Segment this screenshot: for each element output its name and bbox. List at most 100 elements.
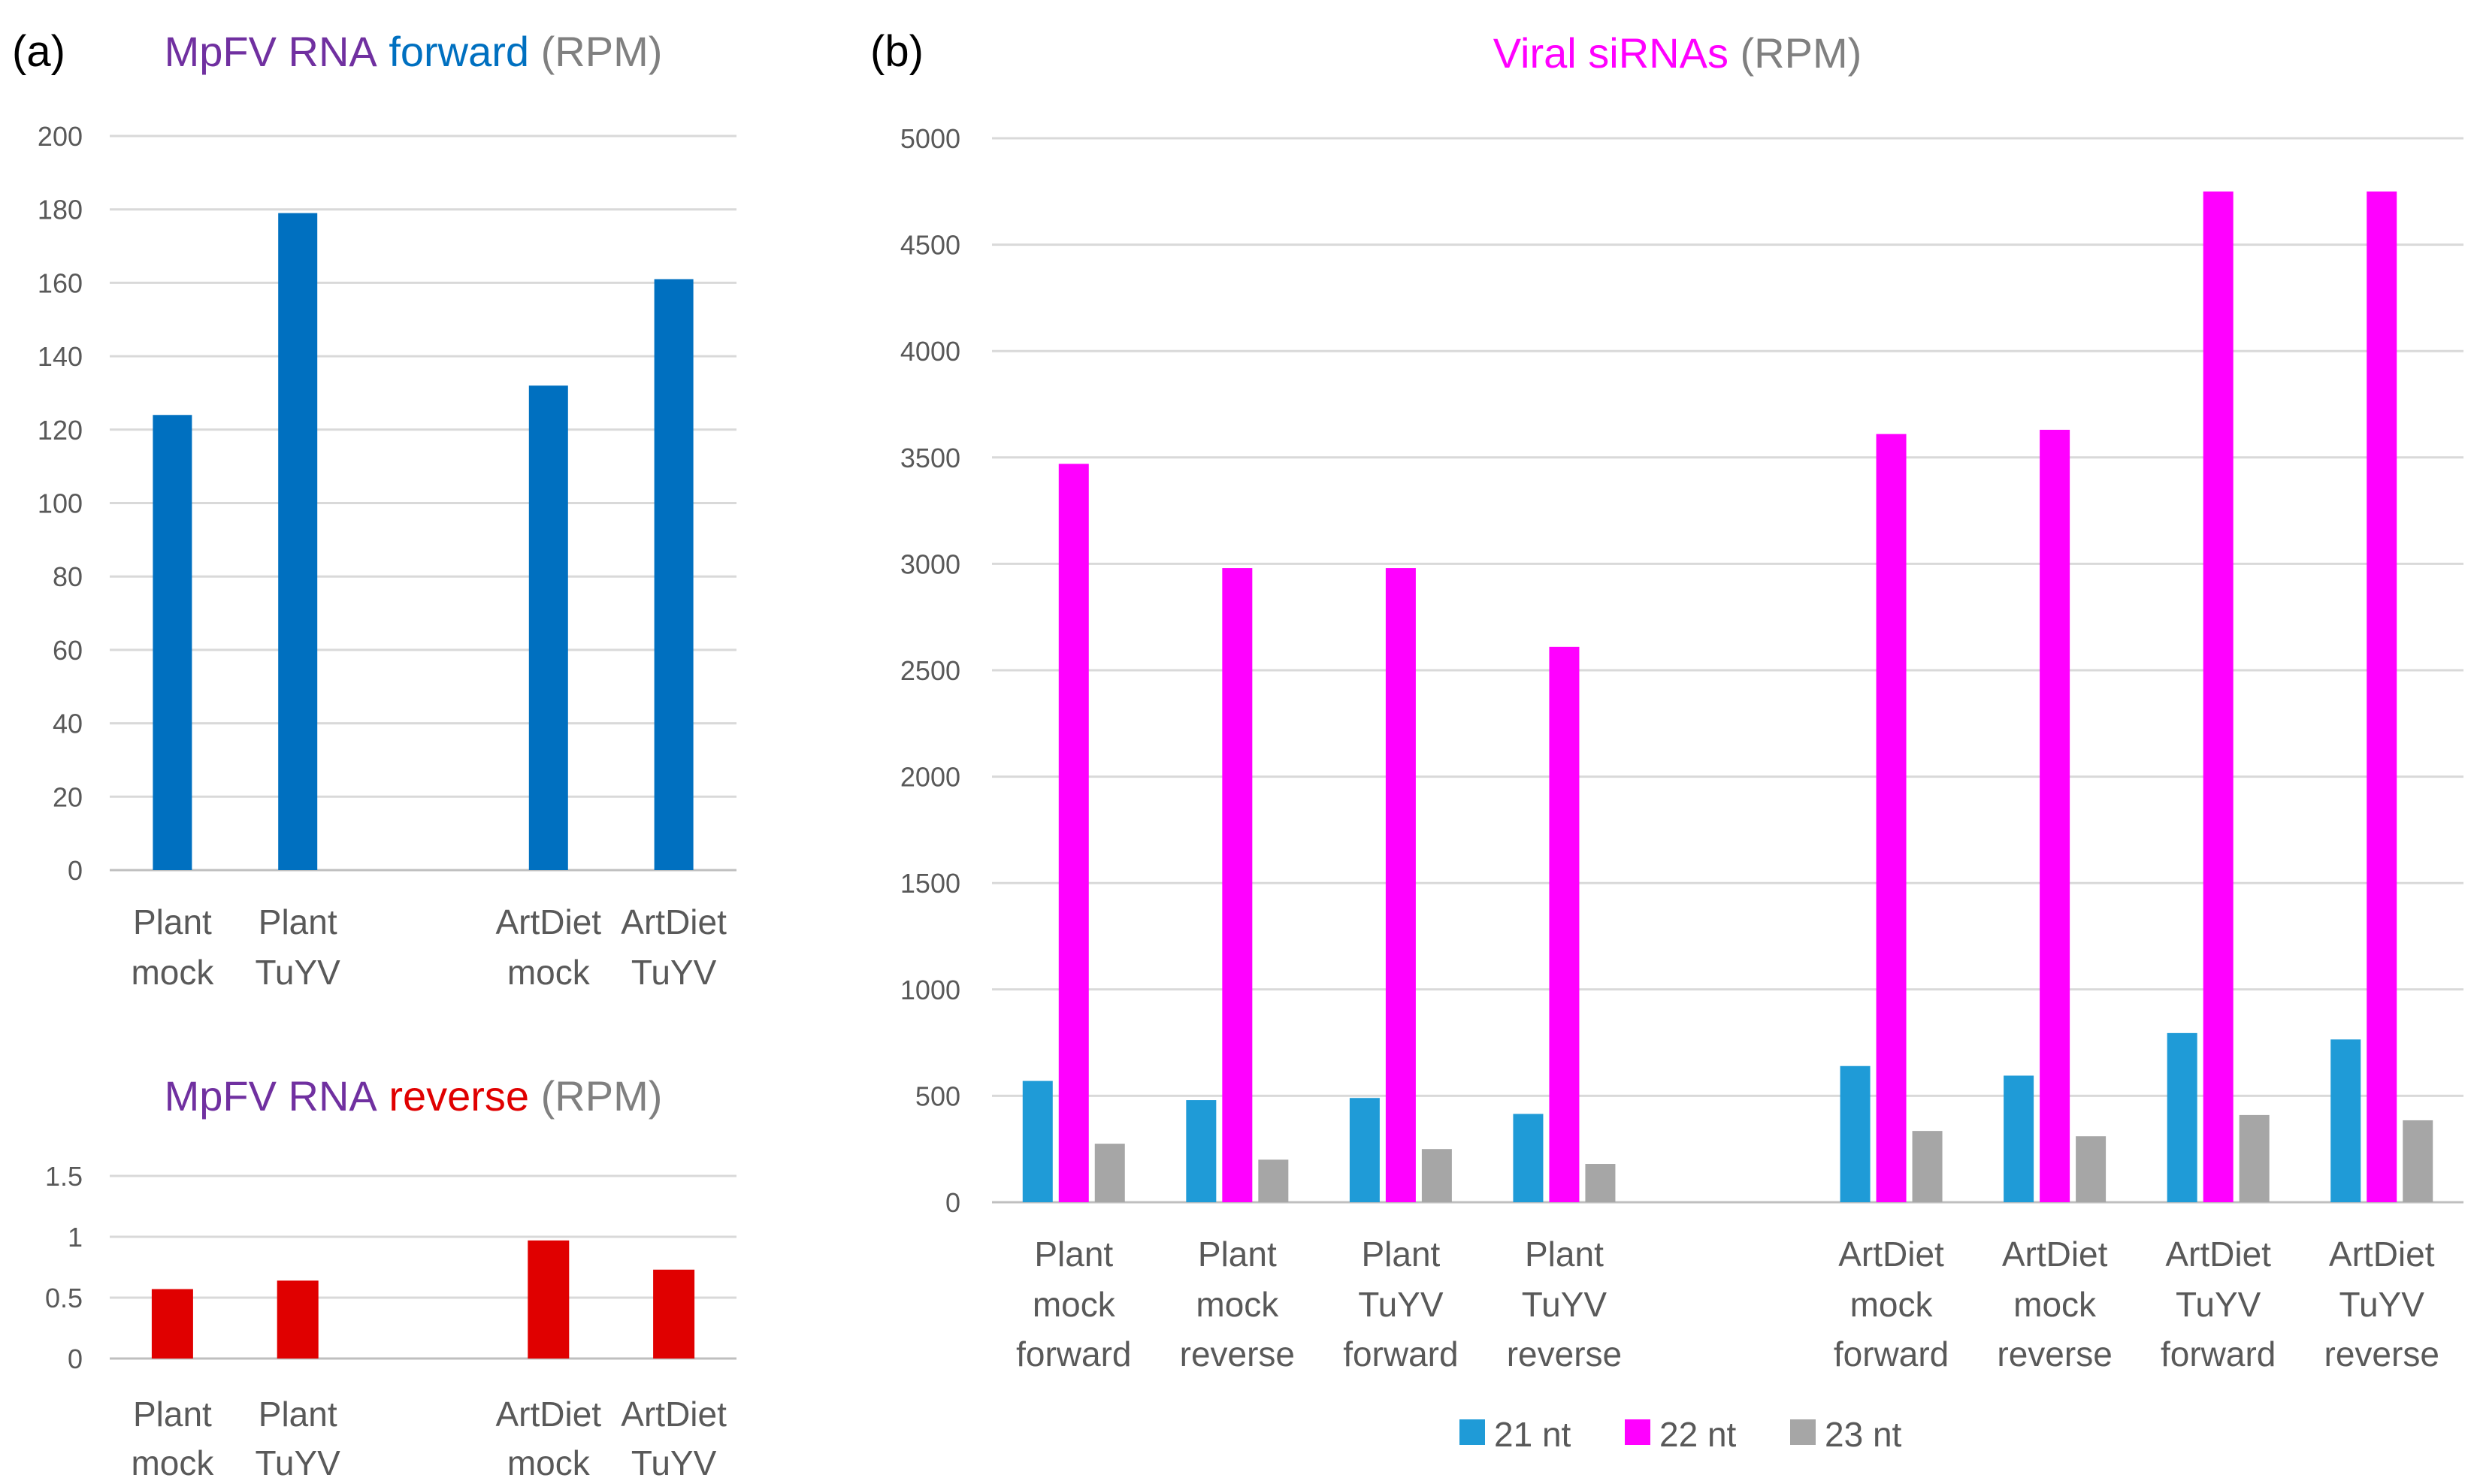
sirnas-bar-22nt — [1549, 646, 1580, 1202]
sirnas-category-label: forward — [1343, 1334, 1458, 1374]
sirnas-bar-22nt — [1058, 464, 1089, 1202]
sirnas-bar-22nt — [1222, 568, 1253, 1202]
sirnas-category-label: ArtDiet — [2165, 1235, 2271, 1274]
reverse-y-tick-label: 1.5 — [45, 1161, 83, 1192]
sirnas-bar-23nt — [1258, 1159, 1289, 1202]
reverse-y-tick-label: 0.5 — [45, 1283, 83, 1313]
forward-y-tick-label: 20 — [53, 781, 83, 812]
sirnas-bar-21nt — [2167, 1032, 2197, 1202]
forward-category-label: mock — [131, 953, 214, 992]
sirnas-category-label: Plant — [1525, 1235, 1604, 1274]
forward-y-tick-label: 160 — [38, 267, 83, 298]
sirnas-category-label: TuYV — [2176, 1285, 2261, 1324]
sirnas-category-label: Plant — [1034, 1235, 1113, 1274]
forward-y-tick-label: 140 — [38, 341, 83, 372]
legend-label: 23 nt — [1825, 1415, 1902, 1454]
panel-a-label: (a) — [12, 27, 65, 76]
forward-category-label: ArtDiet — [496, 902, 602, 941]
sirnas-bar-22nt — [2040, 429, 2070, 1202]
forward-title-part-0: MpFV RNA — [165, 28, 389, 75]
forward-category-label: Plant — [259, 902, 337, 941]
forward-y-tick-label: 0 — [68, 855, 83, 886]
sirnas-category-label: TuYV — [1522, 1285, 1608, 1324]
forward-bar — [278, 213, 318, 871]
forward-category-label: TuYV — [256, 953, 341, 992]
sirnas-category-label: mock — [1196, 1285, 1279, 1324]
reverse-bar — [528, 1240, 570, 1359]
reverse-category-label: mock — [131, 1443, 214, 1482]
sirnas-bar-23nt — [1421, 1149, 1452, 1202]
reverse-title-part-1: reverse — [389, 1072, 529, 1120]
sirnas-category-label: TuYV — [2339, 1285, 2425, 1324]
forward-title-part-2: (RPM) — [529, 28, 662, 75]
sirnas-bar-21nt — [1022, 1081, 1053, 1202]
forward-y-tick-label: 40 — [53, 709, 83, 739]
reverse-bar — [151, 1289, 193, 1359]
reverse-y-tick-label: 0 — [68, 1343, 83, 1374]
sirnas-category-label: forward — [1016, 1334, 1131, 1374]
sirnas-category-label: ArtDiet — [1838, 1235, 1944, 1274]
legend-swatch — [1625, 1419, 1650, 1445]
sirnas-bar-21nt — [2330, 1039, 2361, 1202]
sirnas-bar-23nt — [1912, 1131, 1943, 1202]
sirnas-bar-21nt — [1349, 1098, 1380, 1202]
legend-swatch — [1459, 1419, 1485, 1445]
sirnas-y-tick-label: 500 — [915, 1081, 960, 1111]
reverse-y-tick-label: 1 — [68, 1222, 83, 1253]
sirnas-bar-21nt — [1840, 1065, 1871, 1202]
sirnas-category-label: reverse — [1180, 1334, 1295, 1374]
reverse-category-label: TuYV — [631, 1443, 717, 1482]
sirnas-bar-23nt — [1094, 1144, 1125, 1202]
sirnas-bar-22nt — [2367, 191, 2397, 1202]
sirnas-y-tick-label: 2000 — [900, 762, 960, 793]
reverse-category-label: ArtDiet — [496, 1395, 602, 1434]
sirnas-y-tick-label: 3500 — [900, 443, 960, 473]
sirnas-title-part-1: (RPM) — [1728, 29, 1862, 77]
legend-label: 22 nt — [1659, 1415, 1737, 1454]
forward-bar — [654, 279, 694, 870]
sirnas-title-part-0: Viral siRNAs — [1493, 29, 1728, 77]
reverse-category-label: ArtDiet — [621, 1395, 727, 1434]
sirnas-chart-title: Viral siRNAs (RPM) — [1493, 29, 1862, 77]
forward-y-tick-label: 200 — [38, 121, 83, 152]
forward-category-label: TuYV — [631, 953, 717, 992]
sirnas-y-tick-label: 4000 — [900, 336, 960, 367]
sirnas-bar-23nt — [2239, 1114, 2270, 1202]
sirnas-bar-21nt — [2004, 1075, 2034, 1202]
sirnas-y-tick-label: 1000 — [900, 975, 960, 1005]
sirnas-category-label: mock — [1033, 1285, 1116, 1324]
sirnas-category-label: reverse — [1997, 1334, 2112, 1374]
sirnas-y-tick-label: 1500 — [900, 868, 960, 899]
reverse-category-label: Plant — [259, 1395, 337, 1434]
sirnas-category-label: Plant — [1198, 1235, 1277, 1274]
sirnas-category-label: ArtDiet — [2002, 1235, 2108, 1274]
sirnas-category-label: reverse — [1507, 1334, 1622, 1374]
sirnas-bar-22nt — [2203, 191, 2234, 1202]
sirnas-category-label: ArtDiet — [2329, 1235, 2435, 1274]
sirnas-bar-23nt — [2403, 1120, 2433, 1202]
sirnas-bar-22nt — [1876, 434, 1907, 1202]
sirnas-category-label: mock — [1850, 1285, 1934, 1324]
sirnas-category-label: forward — [1834, 1334, 1949, 1374]
forward-category-label: ArtDiet — [621, 902, 727, 941]
sirnas-y-tick-label: 2500 — [900, 655, 960, 686]
reverse-bar — [653, 1269, 695, 1359]
forward-y-tick-label: 120 — [38, 415, 83, 446]
panel-b-label: (b) — [870, 27, 924, 76]
reverse-chart-title: MpFV RNA reverse (RPM) — [165, 1072, 663, 1120]
reverse-bar — [277, 1280, 319, 1359]
legend-label: 21 nt — [1494, 1415, 1571, 1454]
sirnas-bar-23nt — [2076, 1136, 2107, 1202]
sirnas-bar-21nt — [1186, 1100, 1217, 1202]
sirnas-y-tick-label: 4500 — [900, 230, 960, 261]
forward-title-part-1: forward — [389, 28, 529, 75]
reverse-title-part-0: MpFV RNA — [165, 1072, 389, 1120]
forward-bar — [153, 415, 192, 870]
reverse-category-label: TuYV — [256, 1443, 341, 1482]
forward-y-tick-label: 100 — [38, 488, 83, 519]
legend-swatch — [1790, 1419, 1816, 1445]
reverse-category-label: Plant — [133, 1395, 212, 1434]
sirnas-y-tick-label: 5000 — [900, 123, 960, 154]
sirnas-y-tick-label: 3000 — [900, 549, 960, 579]
